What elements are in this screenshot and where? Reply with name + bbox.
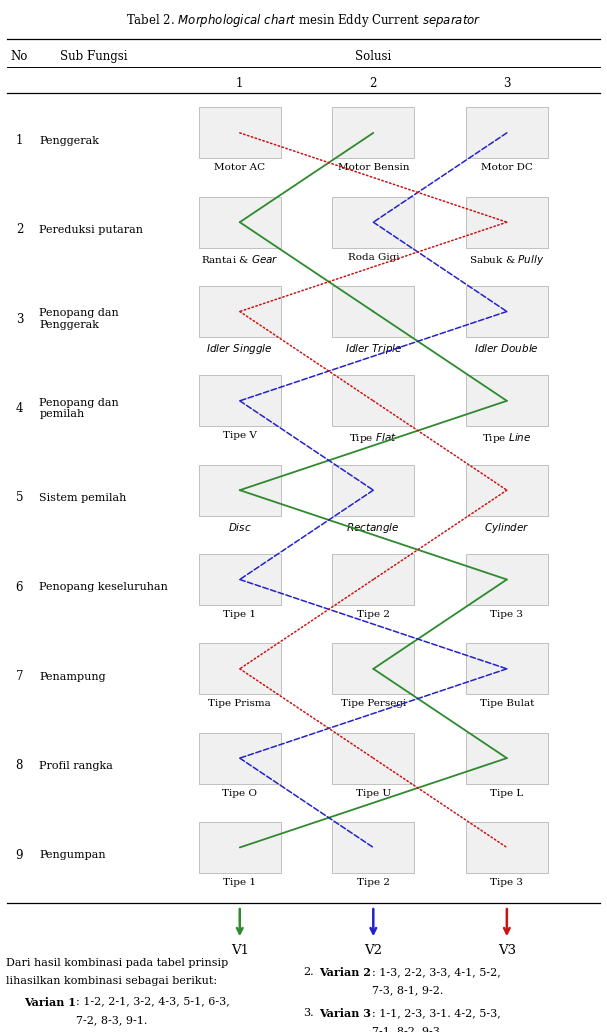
Text: 2.: 2. — [304, 967, 314, 977]
Text: Tipe V: Tipe V — [223, 431, 257, 441]
Text: Penopang dan
pemilah: Penopang dan pemilah — [39, 397, 119, 419]
Text: 3.: 3. — [304, 1008, 314, 1018]
Text: Motor AC: Motor AC — [214, 163, 265, 172]
Text: 1: 1 — [236, 77, 243, 91]
Bar — [466, 286, 548, 337]
Text: $\it{Disc}$: $\it{Disc}$ — [228, 521, 252, 533]
Text: 9: 9 — [16, 848, 23, 862]
Text: 6: 6 — [16, 581, 23, 593]
Text: Tipe 1: Tipe 1 — [223, 878, 256, 888]
Bar — [466, 823, 548, 873]
Text: 3: 3 — [16, 313, 23, 326]
Bar — [199, 464, 280, 516]
Text: Tipe L: Tipe L — [490, 788, 523, 798]
Text: Tipe U: Tipe U — [356, 788, 391, 798]
Text: 7: 7 — [16, 670, 23, 683]
Text: Sistem pemilah: Sistem pemilah — [39, 493, 127, 503]
Text: 3: 3 — [503, 77, 510, 91]
Text: : 1-3, 2-2, 3-3, 4-1, 5-2,: : 1-3, 2-2, 3-3, 4-1, 5-2, — [371, 967, 500, 977]
Text: lihasilkan kombinasi sebagai berikut:: lihasilkan kombinasi sebagai berikut: — [6, 976, 217, 987]
Text: : 1-1, 2-3, 3-1. 4-2, 5-3,: : 1-1, 2-3, 3-1. 4-2, 5-3, — [371, 1008, 500, 1018]
Text: $\it{Idler\ Singgle}$: $\it{Idler\ Singgle}$ — [206, 343, 273, 356]
Text: Varian 3: Varian 3 — [319, 1008, 371, 1019]
Bar — [199, 823, 280, 873]
Bar — [466, 643, 548, 695]
Text: Dari hasil kombinasi pada tabel prinsip: Dari hasil kombinasi pada tabel prinsip — [6, 958, 228, 968]
Bar — [199, 376, 280, 426]
Text: $\it{Rectangle}$: $\it{Rectangle}$ — [347, 521, 400, 535]
Text: Sabuk & $\it{Pully}$: Sabuk & $\it{Pully}$ — [469, 253, 544, 267]
Text: $\it{Idler\ Double}$: $\it{Idler\ Double}$ — [475, 343, 539, 354]
Text: Tipe Persegi: Tipe Persegi — [341, 700, 406, 708]
Text: Tipe $\it{Flat}$: Tipe $\it{Flat}$ — [350, 431, 397, 446]
Bar — [333, 733, 414, 783]
Bar — [333, 643, 414, 695]
Text: Pereduksi putaran: Pereduksi putaran — [39, 225, 143, 235]
Bar — [199, 197, 280, 248]
Text: 4: 4 — [16, 402, 23, 415]
Bar — [199, 286, 280, 337]
Text: $\it{Idler\ Triple}$: $\it{Idler\ Triple}$ — [345, 343, 402, 356]
Text: 2: 2 — [370, 77, 377, 91]
Text: Tipe 3: Tipe 3 — [490, 878, 523, 888]
Bar — [333, 823, 414, 873]
Bar — [466, 733, 548, 783]
Bar — [466, 107, 548, 158]
Bar — [199, 643, 280, 695]
Text: 7-3, 8-1, 9-2.: 7-3, 8-1, 9-2. — [371, 986, 443, 996]
Bar — [199, 733, 280, 783]
Text: Solusi: Solusi — [355, 50, 392, 63]
Bar — [466, 197, 548, 248]
Text: 7-2, 8-3, 9-1.: 7-2, 8-3, 9-1. — [76, 1015, 148, 1025]
Text: Varian 2: Varian 2 — [319, 967, 371, 978]
Bar — [333, 286, 414, 337]
Text: V2: V2 — [364, 944, 382, 958]
Bar — [466, 376, 548, 426]
Text: Tabel 2. $\it{Morphological\ chart}$ mesin Eddy Current $\it{separator}$: Tabel 2. $\it{Morphological\ chart}$ mes… — [126, 12, 481, 29]
Text: Tipe 2: Tipe 2 — [357, 878, 390, 888]
Text: Tipe Bulat: Tipe Bulat — [480, 700, 534, 708]
Text: Varian 1: Varian 1 — [24, 997, 76, 1007]
Text: Tipe O: Tipe O — [222, 788, 257, 798]
Text: Motor Bensin: Motor Bensin — [337, 163, 409, 172]
Bar — [199, 554, 280, 605]
Text: 1: 1 — [16, 134, 23, 148]
Text: V3: V3 — [498, 944, 516, 958]
Text: 7-1, 8-2, 9-3.: 7-1, 8-2, 9-3. — [371, 1027, 443, 1032]
Text: Penggerak: Penggerak — [39, 135, 100, 146]
Text: V1: V1 — [231, 944, 249, 958]
Text: 8: 8 — [16, 760, 23, 772]
Bar — [333, 376, 414, 426]
Text: Tipe 2: Tipe 2 — [357, 610, 390, 619]
Text: Penampung: Penampung — [39, 672, 106, 681]
Text: 5: 5 — [16, 491, 23, 505]
Bar — [333, 554, 414, 605]
Bar — [466, 554, 548, 605]
Text: No: No — [11, 50, 28, 63]
Text: Profil rangka: Profil rangka — [39, 761, 114, 771]
Text: Tipe Prisma: Tipe Prisma — [208, 700, 271, 708]
Text: Penopang dan
Penggerak: Penopang dan Penggerak — [39, 309, 119, 330]
Text: Tipe $\it{Line}$: Tipe $\it{Line}$ — [482, 431, 532, 446]
Text: Tipe 1: Tipe 1 — [223, 610, 256, 619]
Text: Pengumpan: Pengumpan — [39, 850, 106, 861]
Bar — [466, 464, 548, 516]
Bar — [333, 197, 414, 248]
Bar — [199, 107, 280, 158]
Text: : 1-2, 2-1, 3-2, 4-3, 5-1, 6-3,: : 1-2, 2-1, 3-2, 4-3, 5-1, 6-3, — [76, 997, 230, 1006]
Bar — [333, 107, 414, 158]
Bar — [333, 464, 414, 516]
Text: Roda Gigi: Roda Gigi — [348, 253, 399, 262]
Text: Tipe 3: Tipe 3 — [490, 610, 523, 619]
Text: Sub Fungsi: Sub Fungsi — [60, 50, 128, 63]
Text: Penopang keseluruhan: Penopang keseluruhan — [39, 582, 168, 592]
Text: Motor DC: Motor DC — [481, 163, 533, 172]
Text: 2: 2 — [16, 224, 23, 236]
Text: Rantai & $\it{Gear}$: Rantai & $\it{Gear}$ — [201, 253, 279, 265]
Text: $\it{Cylinder}$: $\it{Cylinder}$ — [484, 521, 529, 535]
